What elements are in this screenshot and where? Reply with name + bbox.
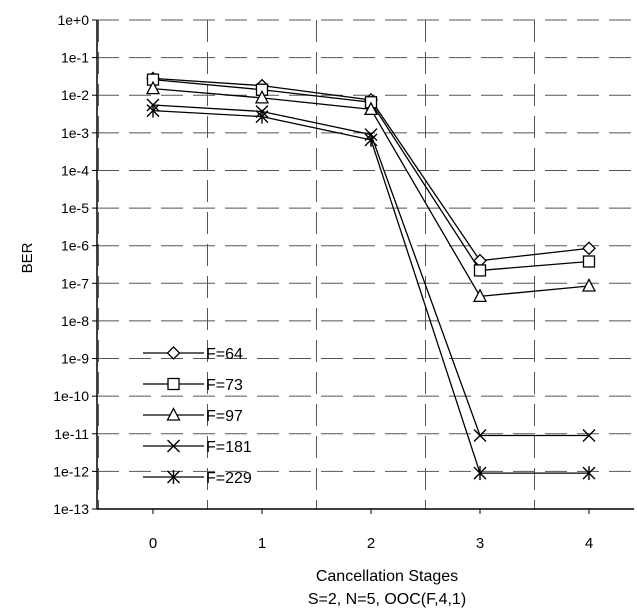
x-tick-label: 4 — [585, 535, 593, 552]
y-tick-label: 1e-3 — [61, 125, 89, 141]
legend-label: F=229 — [206, 470, 252, 487]
y-tick-label: 1e-13 — [53, 501, 89, 517]
marker-triangle — [145, 80, 161, 95]
marker-triangle — [472, 288, 488, 303]
axes — [92, 19, 634, 514]
marker-diamond — [166, 346, 181, 360]
y-tick-label: 1e-12 — [53, 463, 89, 479]
series-F=97 — [145, 80, 597, 303]
x-tick-label: 1 — [258, 535, 266, 552]
marker-triangle — [254, 89, 270, 104]
marker-triangle — [363, 101, 379, 116]
legend-label: F=181 — [206, 439, 252, 456]
marker-star — [255, 109, 269, 124]
marker-star — [167, 470, 180, 484]
legend-item: F=64 — [143, 346, 243, 363]
marker-stroke — [473, 428, 487, 442]
marker-stroke — [167, 439, 180, 453]
legend-item: F=97 — [143, 407, 243, 425]
y-tick-label: 1e-2 — [61, 87, 89, 103]
marker-star — [582, 466, 596, 481]
x-axis-label: Cancellation Stages — [315, 568, 459, 585]
legend: F=64 F=73 F=97 F=181 F=229 — [143, 346, 252, 487]
series-line — [152, 87, 590, 298]
y-tick-label: 1e-4 — [61, 162, 89, 178]
marker-star — [473, 466, 487, 481]
y-tick-label: 1e-11 — [54, 426, 89, 442]
y-tick-label: 1e+0 — [57, 12, 89, 28]
legend-label: F=73 — [206, 377, 243, 394]
marker-stroke — [582, 428, 596, 442]
y-tick-label: 1e-7 — [61, 275, 89, 291]
x-tick-labels: 0 1 2 3 4 — [149, 535, 593, 552]
x-axis-sublabel: S=2, N=5, OOC(F,4,1) — [307, 591, 467, 608]
marker-star — [146, 103, 160, 118]
y-tick-label: 1e-6 — [61, 238, 89, 254]
y-tick-label: 1e-1 — [61, 50, 89, 66]
y-tick-label: 1e-5 — [61, 200, 89, 216]
y-tick-label: 1e-8 — [61, 313, 89, 329]
legend-item: F=73 — [143, 377, 243, 394]
marker-triangle — [581, 278, 597, 292]
marker-x — [473, 428, 487, 442]
marker-x — [582, 428, 596, 442]
marker-square — [473, 264, 487, 277]
legend-item: F=229 — [143, 470, 252, 487]
x-tick-label: 3 — [476, 535, 484, 552]
marker-x — [167, 439, 180, 453]
series — [145, 71, 597, 481]
y-tick-label: 1e-10 — [53, 388, 89, 404]
marker-triangle — [166, 407, 181, 421]
marker-star — [364, 132, 378, 147]
y-axis-label: BER — [19, 242, 36, 273]
legend-label: F=64 — [206, 346, 243, 363]
y-tick-label: 1e-9 — [61, 351, 89, 367]
marker-square — [167, 377, 180, 391]
marker-diamond — [582, 241, 596, 256]
x-tick-label: 2 — [367, 535, 375, 552]
x-tick-label: 0 — [149, 535, 157, 552]
legend-item: F=181 — [143, 439, 252, 456]
y-tick-labels: 1e+0 1e-1 1e-2 1e-3 1e-4 1e-5 1e-6 1e-7 1e-8 1e-9… — [53, 12, 89, 517]
marker-square — [582, 255, 596, 268]
series-F=229 — [146, 103, 596, 481]
legend-label: F=97 — [206, 408, 243, 425]
